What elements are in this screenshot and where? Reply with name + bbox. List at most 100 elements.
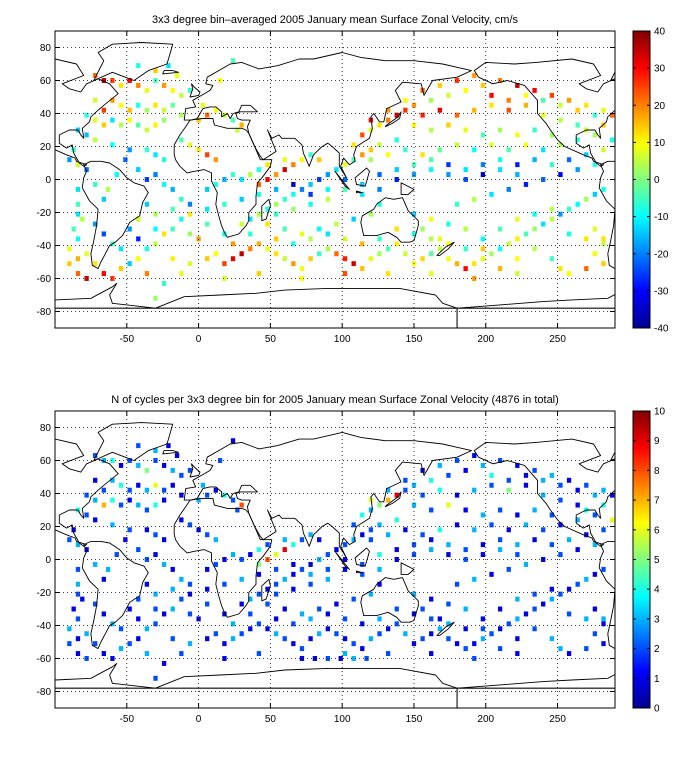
data-cell [136, 256, 141, 262]
data-cell [282, 636, 287, 642]
coastline [384, 111, 402, 128]
data-cell [385, 246, 391, 252]
data-cell [411, 552, 417, 558]
data-cell [153, 211, 158, 217]
data-cell [437, 616, 442, 622]
data-cell [230, 636, 236, 642]
data-cell [558, 552, 563, 558]
data-cell [256, 191, 262, 197]
data-cell [368, 507, 374, 513]
data-cell [265, 206, 270, 212]
coastline [261, 578, 271, 602]
coastline [691, 498, 696, 617]
data-cell [592, 631, 598, 637]
data-cell [609, 137, 615, 143]
data-cell [429, 631, 434, 637]
data-cell [377, 522, 382, 528]
data-cell [437, 626, 442, 632]
data-cell [71, 147, 76, 153]
data-cell [256, 561, 262, 567]
data-cell [377, 201, 382, 207]
coastline [55, 438, 119, 547]
data-cell [222, 276, 227, 281]
data-cell [200, 482, 206, 488]
y-tick-label: 20 [40, 142, 52, 153]
data-cell [205, 256, 210, 262]
data-cell [325, 626, 330, 632]
data-cell [566, 271, 572, 277]
data-cell [174, 453, 180, 459]
data-cell [291, 621, 296, 627]
data-cell [325, 231, 330, 237]
data-cell [222, 261, 227, 267]
data-cell [472, 656, 477, 661]
data-cell [549, 92, 554, 98]
data-cell [118, 482, 124, 488]
coastline [334, 550, 350, 570]
data-cell [273, 552, 279, 558]
coastline [691, 119, 696, 238]
data-cell [549, 162, 554, 168]
data-cell [584, 646, 589, 652]
coastline [93, 42, 174, 81]
data-cell [205, 206, 210, 212]
data-cell [334, 631, 339, 637]
y-tick-label: 60 [40, 456, 52, 467]
data-cell [248, 611, 253, 617]
data-cell [170, 606, 175, 612]
data-cell [110, 78, 115, 83]
data-cell [394, 492, 399, 498]
data-cell [282, 196, 287, 202]
data-cell [489, 102, 494, 108]
data-cell [429, 157, 434, 163]
data-cell [541, 492, 546, 498]
data-cell [549, 636, 554, 642]
data-cell [506, 566, 511, 572]
data-cell [446, 636, 451, 642]
data-cell [153, 606, 158, 612]
coastline [162, 450, 179, 455]
data-cell [446, 472, 451, 478]
data-cell [213, 537, 218, 543]
data-cell [256, 591, 262, 597]
coastlines [55, 42, 696, 328]
x-tick-label: 50 [265, 714, 277, 725]
data-cell [497, 626, 503, 632]
data-cell [75, 201, 81, 207]
data-cell [136, 616, 141, 622]
data-cell [532, 226, 537, 232]
data-cell [67, 537, 72, 543]
data-cell [411, 611, 417, 617]
data-cell [265, 542, 270, 548]
data-cell [394, 177, 399, 182]
data-cell [351, 142, 356, 148]
data-cell [429, 271, 434, 277]
data-cell [84, 547, 89, 553]
data-cell [239, 601, 244, 607]
data-cell [360, 266, 365, 272]
data-cell [93, 497, 98, 503]
data-cell [187, 142, 193, 148]
data-cell [230, 438, 236, 444]
data-cell [575, 581, 580, 587]
data-cell [217, 78, 223, 83]
colorbar-tick-label: 1 [654, 674, 660, 685]
data-cell [196, 616, 201, 622]
coastline [173, 118, 273, 238]
data-cell [549, 512, 554, 518]
grid [55, 31, 615, 328]
data-cell [325, 196, 330, 202]
coastline [354, 547, 370, 567]
coastline [680, 71, 696, 74]
y-tick-label: -80 [37, 307, 52, 318]
data-cell [558, 211, 563, 217]
data-cell [93, 221, 98, 227]
data-cell [515, 462, 520, 468]
data-cell [601, 241, 606, 247]
data-cell [454, 78, 460, 83]
data-cell [239, 177, 244, 182]
cycles-count-chart: -50 0 50 100 150 200 250806040200-20-40-60-80N… [37, 394, 696, 725]
data-cell [334, 167, 339, 173]
data-cell [230, 497, 236, 503]
